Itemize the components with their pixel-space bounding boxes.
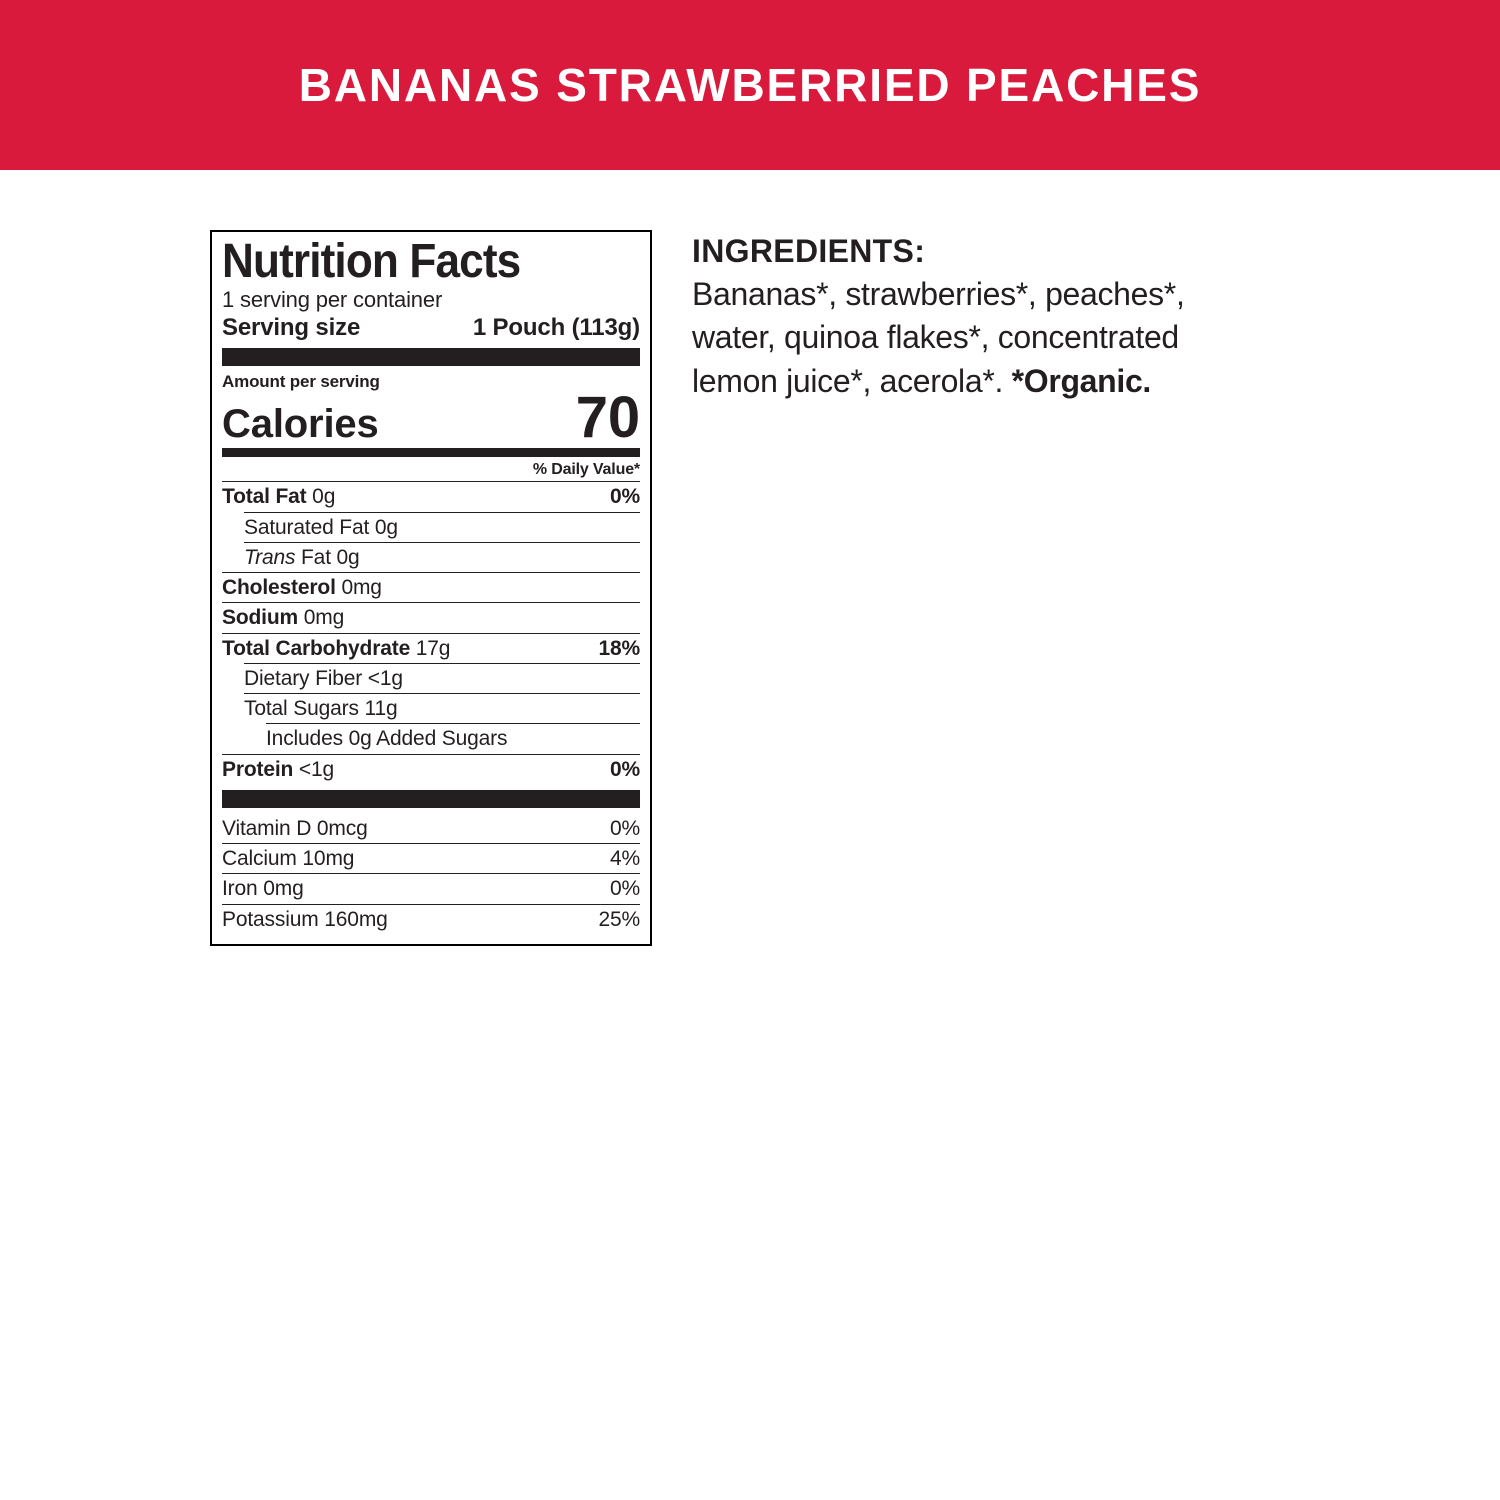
nutrient-sub-row: Total Sugars 11g — [244, 693, 640, 723]
servings-per-container: 1 serving per container — [222, 288, 640, 312]
nutrition-facts-panel: Nutrition Facts 1 serving per container … — [210, 230, 652, 946]
vitamin-dv: 0% — [610, 876, 640, 902]
nutrient-label: Total Fat 0g — [222, 484, 335, 510]
banner-title: BANANAS STRAWBERRIED PEACHES — [299, 58, 1202, 112]
nutrient-dv: 18% — [598, 636, 640, 662]
vitamin-row: Vitamin D 0mcg 0% — [222, 814, 640, 843]
serving-size-label: Serving size — [222, 314, 360, 342]
vitamin-row: Iron 0mg 0% — [222, 873, 640, 903]
nutrient-label: Protein <1g — [222, 757, 334, 783]
daily-value-header: % Daily Value* — [222, 461, 640, 479]
ingredients-header: INGREDIENTS: — [692, 233, 925, 269]
nutrient-row: Total Carbohydrate 17g 18% — [222, 633, 640, 663]
divider-bar — [222, 790, 640, 808]
nutrient-row: Total Fat 0g 0% — [222, 481, 640, 511]
vitamin-dv: 0% — [610, 816, 640, 842]
divider-bar — [222, 348, 640, 366]
nutrient-sub-row: Dietary Fiber <1g — [244, 663, 640, 693]
nutrient-label: Sodium 0mg — [222, 605, 344, 631]
vitamin-mineral-list: Vitamin D 0mcg 0% Calcium 10mg 4% Iron 0mg 0%… — [222, 814, 640, 934]
nutrient-label: Cholesterol 0mg — [222, 575, 382, 601]
calories-value: 70 — [576, 392, 640, 444]
vitamin-row: Potassium 160mg 25% — [222, 904, 640, 934]
nutrient-sub-row: Includes 0g Added Sugars — [266, 723, 640, 753]
vitamin-dv: 4% — [610, 846, 640, 872]
nutrient-sub-row: Trans Fat 0g — [244, 542, 640, 572]
nutrient-row: Sodium 0mg — [222, 602, 640, 632]
nutrient-dv: 0% — [610, 757, 640, 783]
vitamin-dv: 25% — [598, 907, 640, 933]
nutrient-sub-row: Saturated Fat 0g — [244, 512, 640, 542]
calories-row: Calories 70 — [222, 392, 640, 444]
calories-label: Calories — [222, 404, 379, 444]
banner: BANANAS STRAWBERRIED PEACHES — [0, 0, 1500, 170]
content-area: Nutrition Facts 1 serving per container … — [0, 170, 1500, 946]
organic-note: *Organic. — [1012, 363, 1151, 399]
nutrition-title: Nutrition Facts — [222, 238, 607, 286]
nutrient-dv: 0% — [610, 484, 640, 510]
serving-size-value: 1 Pouch (113g) — [473, 314, 640, 342]
main-nutrients-list: Total Fat 0g0%Saturated Fat 0gTrans Fat … — [222, 481, 640, 784]
nutrient-label: Total Carbohydrate 17g — [222, 636, 450, 662]
vitamin-label: Iron 0mg — [222, 876, 304, 902]
ingredients-block: INGREDIENTS: Bananas*, strawberries*, pe… — [692, 230, 1252, 403]
vitamin-label: Vitamin D 0mcg — [222, 816, 368, 842]
vitamin-label: Calcium 10mg — [222, 846, 354, 872]
nutrient-row: Protein <1g 0% — [222, 754, 640, 784]
vitamin-label: Potassium 160mg — [222, 907, 388, 933]
vitamin-row: Calcium 10mg 4% — [222, 843, 640, 873]
serving-size-row: Serving size 1 Pouch (113g) — [222, 314, 640, 342]
nutrient-row: Cholesterol 0mg — [222, 572, 640, 602]
